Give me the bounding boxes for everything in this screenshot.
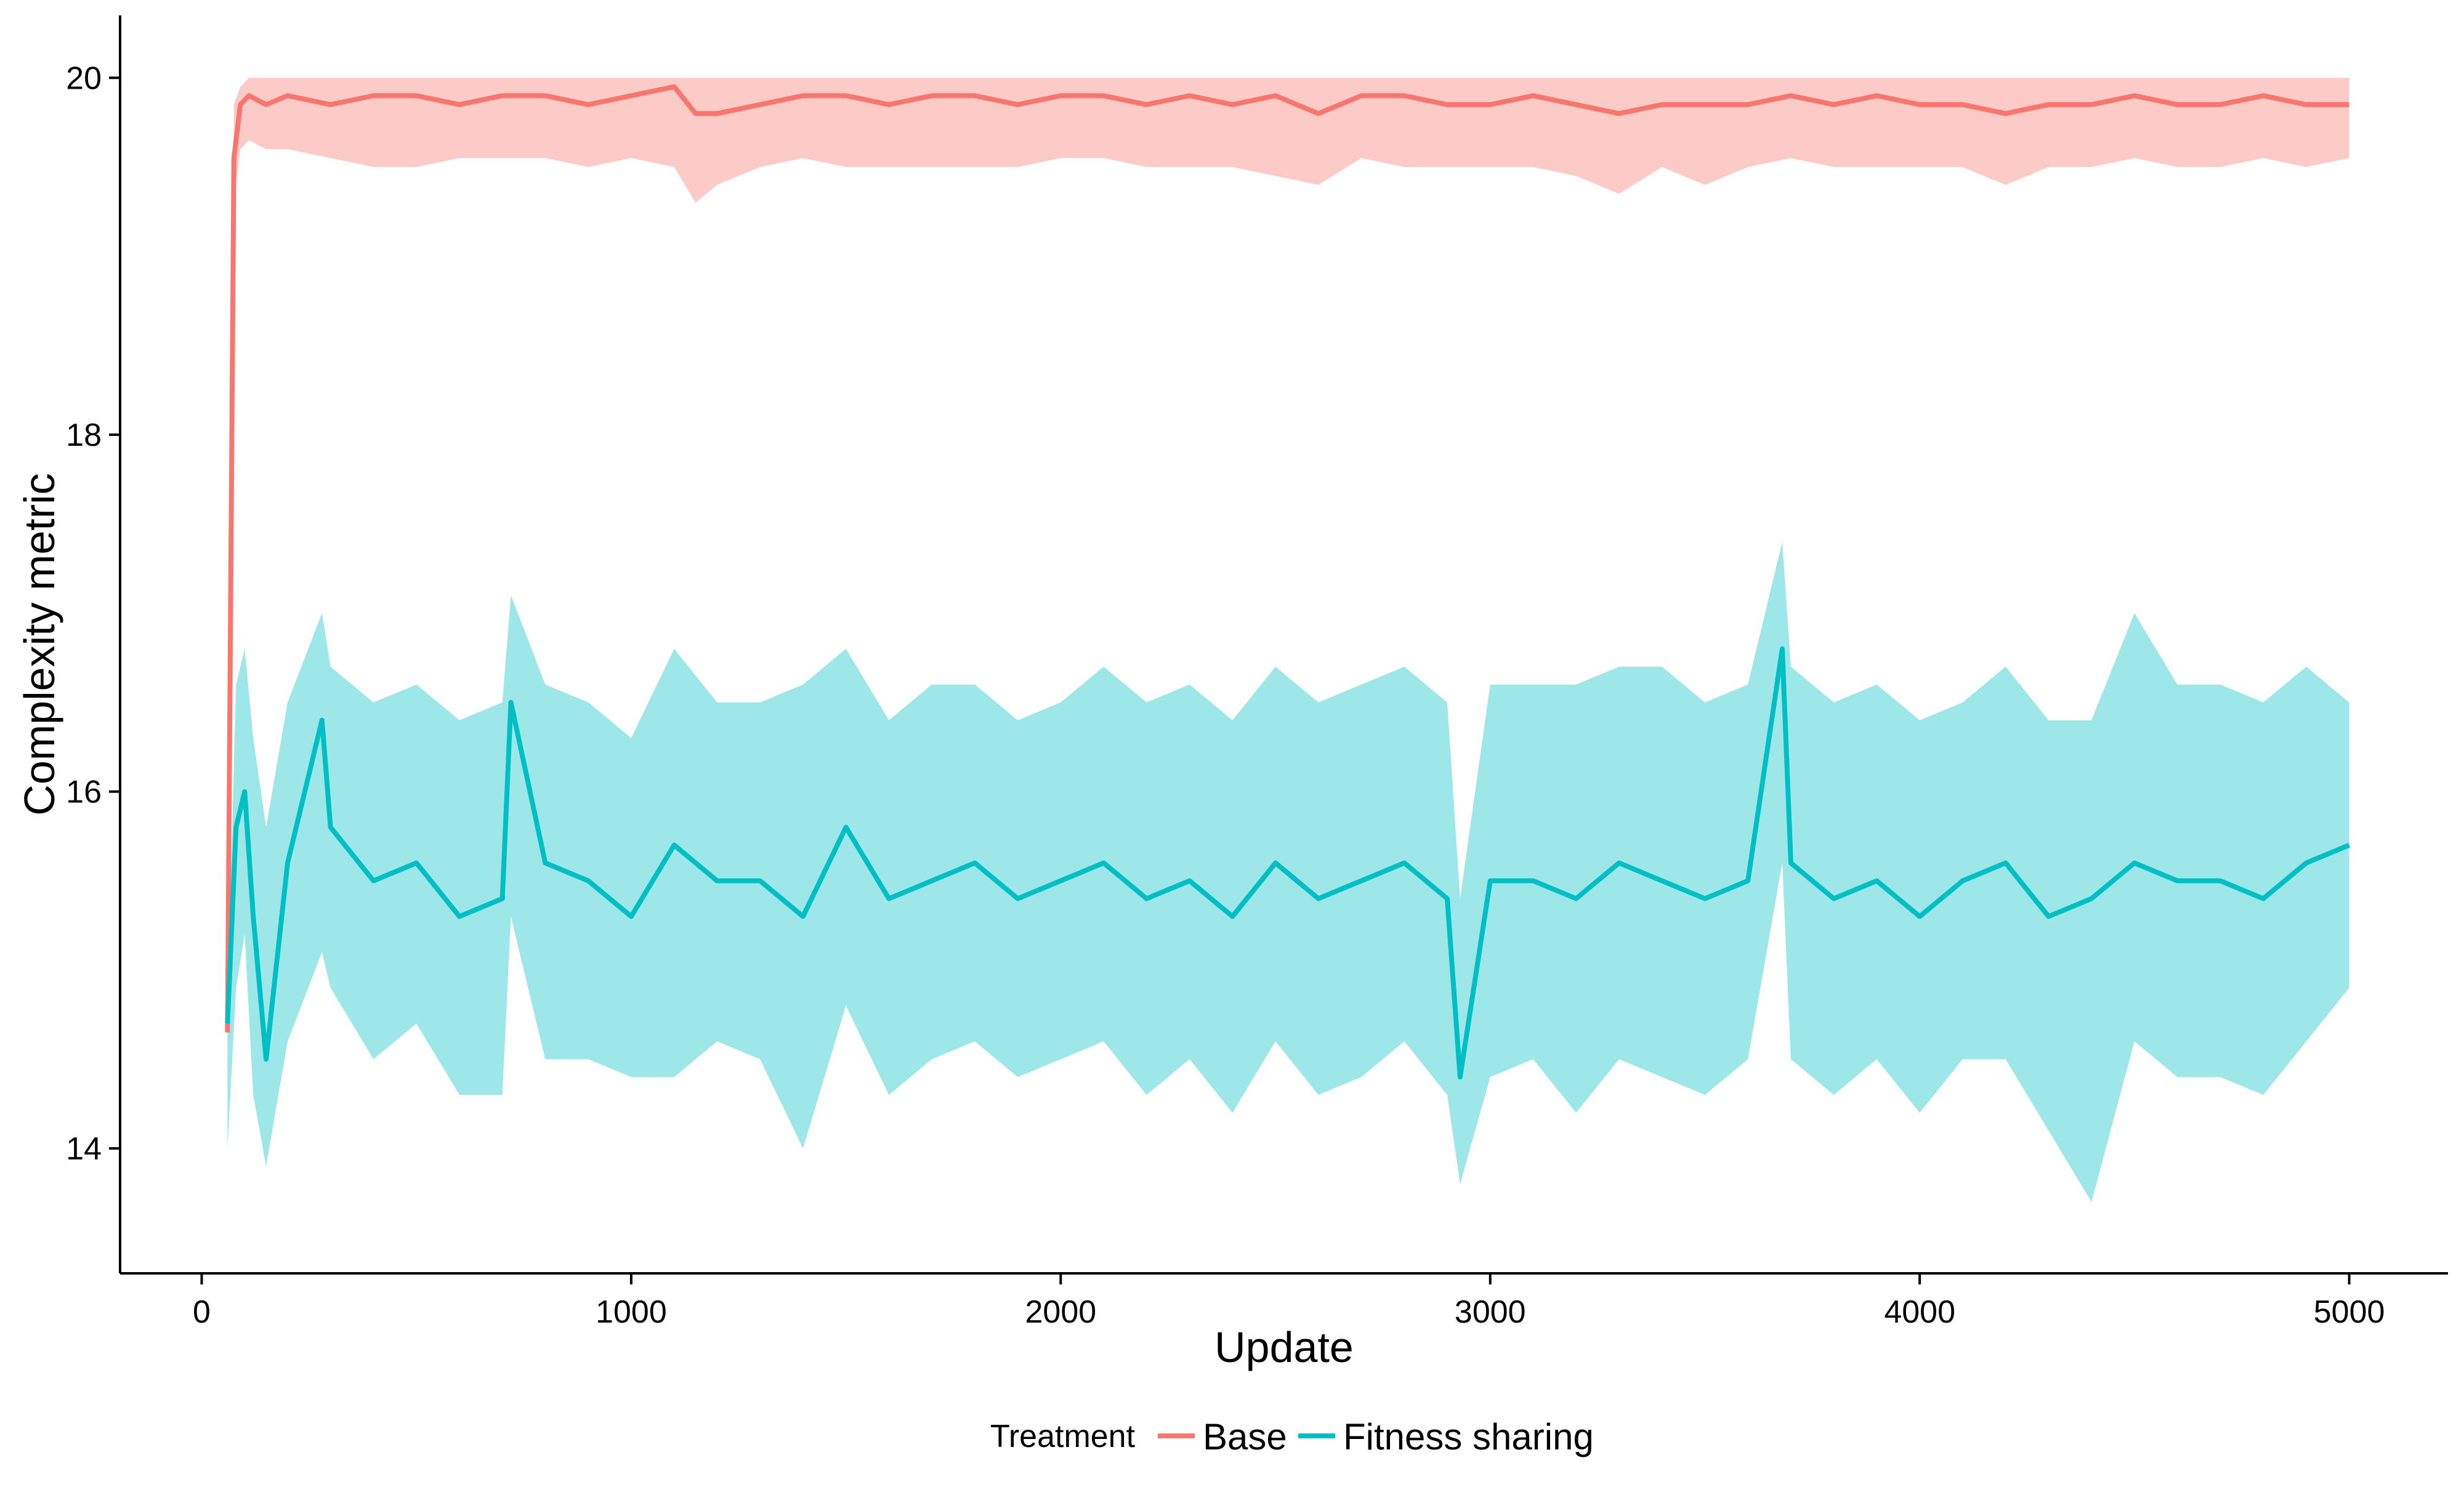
x-tick-label: 1000	[596, 1294, 667, 1330]
series-lines	[225, 84, 2351, 1080]
x-tick-label: 4000	[1884, 1294, 1955, 1330]
y-axis-title: Complexity metric	[15, 473, 63, 815]
y-tick-label: 16	[66, 775, 102, 810]
y-tick-label: 18	[66, 417, 102, 453]
axes: 0 1000 2000 3000 4000 5000 14 16 18 20	[66, 15, 2448, 1330]
legend-label-base: Base	[1203, 1416, 1287, 1457]
y-tick-label: 20	[66, 60, 102, 96]
legend-title: Treatment	[990, 1419, 1136, 1454]
ribbons	[227, 78, 2349, 1203]
x-tick-label: 2000	[1025, 1294, 1096, 1330]
x-axis-ticks: 0 1000 2000 3000 4000 5000	[193, 1273, 2385, 1330]
x-tick-label: 3000	[1455, 1294, 1526, 1330]
legend: Treatment Base Fitness sharing	[990, 1416, 1594, 1457]
x-tick-label: 5000	[2314, 1294, 2385, 1330]
x-tick-label: 0	[193, 1294, 211, 1330]
x-axis-title: Update	[1214, 1323, 1354, 1371]
y-axis-ticks: 14 16 18 20	[66, 60, 120, 1167]
line-fitness-sharing	[225, 646, 2351, 1080]
legend-label-fitness-sharing: Fitness sharing	[1343, 1416, 1594, 1457]
y-tick-label: 14	[66, 1131, 102, 1167]
line-base	[225, 84, 2349, 1033]
